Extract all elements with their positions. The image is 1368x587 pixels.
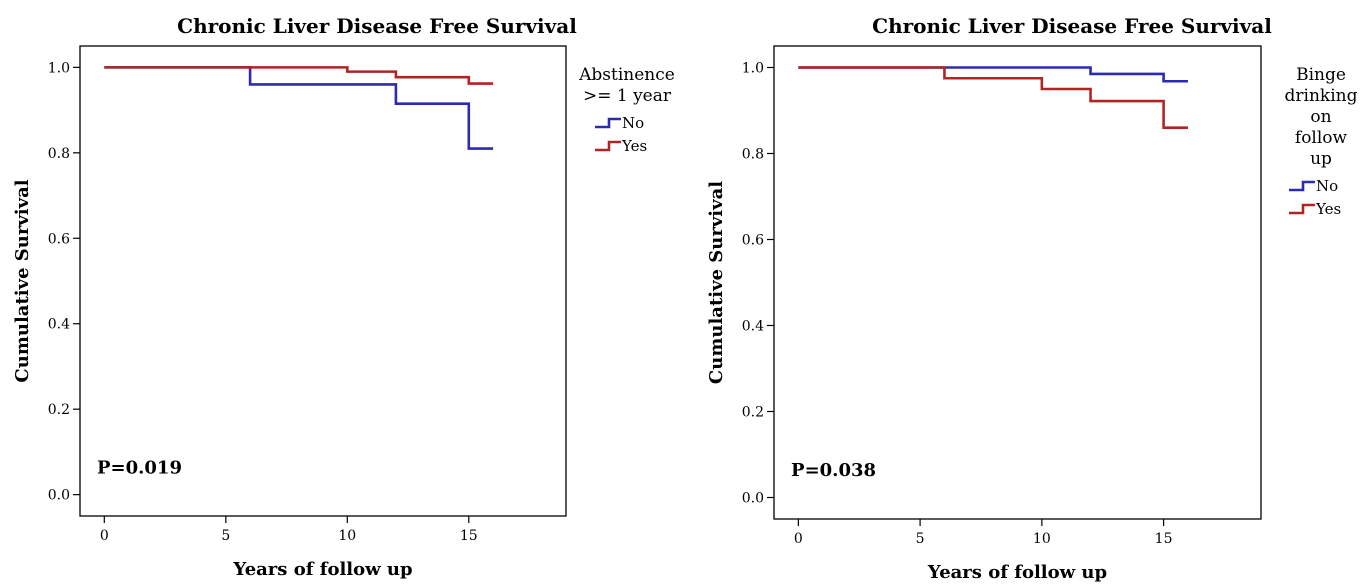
legend-title-line: Abstinence xyxy=(578,65,675,85)
legend-title-line: follow xyxy=(1295,128,1348,148)
series-line-yes xyxy=(798,66,1188,129)
y-axis-label: Cumulative Survival xyxy=(12,179,33,382)
x-axis-label: Years of follow up xyxy=(232,559,412,580)
legend-swatch-no xyxy=(595,117,621,129)
p-value-annotation: P=0.038 xyxy=(791,460,876,481)
legend-swatch-yes xyxy=(1289,203,1315,215)
y-tick-label: 0.4 xyxy=(742,319,764,335)
legend-title-line: Binge xyxy=(1296,65,1346,85)
chart-title: Chronic Liver Disease Free Survival xyxy=(872,14,1272,38)
legend-title-line: >= 1 year xyxy=(583,86,672,106)
legend-label-yes: Yes xyxy=(621,137,647,155)
chart-title: Chronic Liver Disease Free Survival xyxy=(177,14,577,38)
x-tick-label: 5 xyxy=(221,528,230,544)
y-tick-label: 0.6 xyxy=(48,231,70,247)
x-tick-label: 15 xyxy=(1155,531,1173,547)
y-tick-label: 0.2 xyxy=(48,402,70,418)
legend-swatch-no xyxy=(1289,180,1315,192)
legend-swatch-yes xyxy=(595,140,621,152)
legend: Abstinence>= 1 year No Yes xyxy=(578,65,675,155)
y-tick-label: 1.0 xyxy=(742,61,764,77)
legend-title-line: on xyxy=(1310,107,1331,127)
y-tick-label: 0.8 xyxy=(742,147,764,163)
chart-panel-1: Chronic Liver Disease Free Survival 0.0 0.… xyxy=(12,14,675,580)
series-line-no xyxy=(104,66,494,150)
x-tick-label: 0 xyxy=(100,528,109,544)
y-axis-label: Cumulative Survival xyxy=(706,181,727,384)
plot-frame xyxy=(773,45,1262,520)
x-tick-label: 10 xyxy=(1033,531,1051,547)
chart-panel-2: Chronic Liver Disease Free Survival 0.0 0.… xyxy=(706,14,1358,583)
series-line-no xyxy=(798,66,1188,83)
legend-label-no: No xyxy=(1316,177,1338,195)
p-value-annotation: P=0.019 xyxy=(97,457,182,478)
y-tick-label: 0.6 xyxy=(742,233,764,249)
y-tick-label: 0.8 xyxy=(48,146,70,162)
legend-label-no: No xyxy=(622,114,644,132)
x-tick-label: 15 xyxy=(460,528,478,544)
y-tick-label: 0.0 xyxy=(48,488,70,504)
y-tick-label: 0.2 xyxy=(742,405,764,421)
x-tick-label: 0 xyxy=(794,531,803,547)
legend-title-line: drinking xyxy=(1285,86,1358,106)
series-line-yes xyxy=(104,66,494,85)
x-tick-label: 5 xyxy=(916,531,925,547)
plot-frame xyxy=(79,45,567,517)
y-tick-label: 0.4 xyxy=(48,317,70,333)
y-tick-label: 1.0 xyxy=(48,60,70,76)
x-axis-label: Years of follow up xyxy=(927,562,1107,582)
legend-label-yes: Yes xyxy=(1315,200,1341,218)
y-tick-label: 0.0 xyxy=(742,491,764,507)
x-tick-label: 10 xyxy=(338,528,356,544)
legend-title-line: up xyxy=(1310,149,1332,169)
